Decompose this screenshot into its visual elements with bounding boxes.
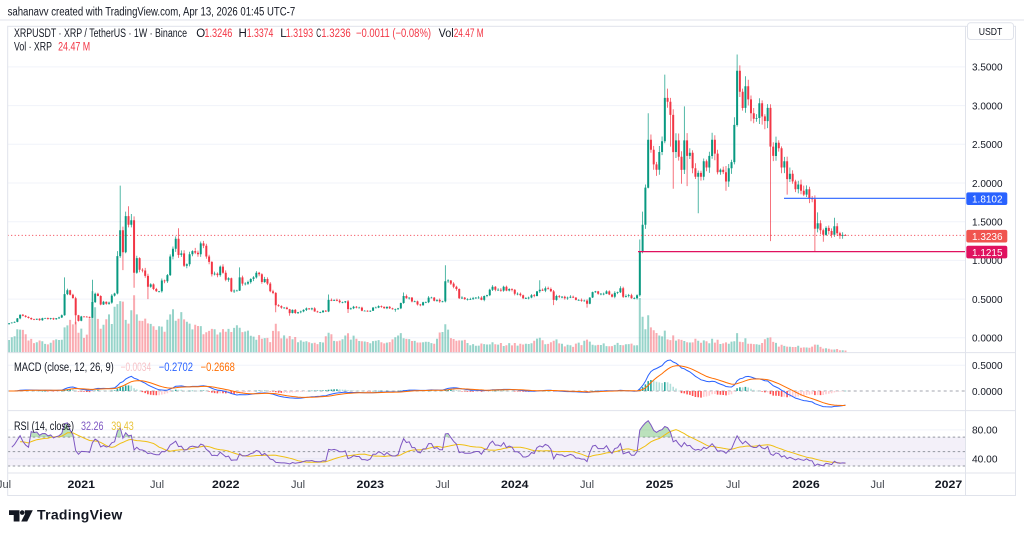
svg-text:L: L bbox=[280, 28, 287, 40]
svg-text:24.47 M: 24.47 M bbox=[58, 41, 90, 53]
svg-text:1.3236: 1.3236 bbox=[321, 28, 351, 40]
svg-text:USDT: USDT bbox=[979, 26, 1003, 38]
svg-text:1.5000: 1.5000 bbox=[972, 217, 1003, 229]
svg-text:2021: 2021 bbox=[68, 479, 96, 491]
svg-text:H: H bbox=[239, 28, 247, 40]
svg-text:2026: 2026 bbox=[792, 479, 820, 491]
svg-text:2024: 2024 bbox=[501, 479, 529, 491]
svg-text:2.0000: 2.0000 bbox=[972, 178, 1003, 190]
svg-text:−0.2668: −0.2668 bbox=[201, 362, 235, 374]
svg-text:2027: 2027 bbox=[935, 479, 963, 491]
svg-text:Vol: Vol bbox=[439, 28, 454, 40]
svg-text:C: C bbox=[316, 28, 321, 40]
svg-text:1.1215: 1.1215 bbox=[972, 247, 1003, 259]
svg-text:Jul: Jul bbox=[0, 479, 11, 491]
svg-text:0.5000: 0.5000 bbox=[972, 294, 1003, 306]
svg-text:RSI (14, close): RSI (14, close) bbox=[14, 421, 74, 433]
svg-text:2025: 2025 bbox=[646, 479, 674, 491]
svg-text:3.0000: 3.0000 bbox=[972, 100, 1003, 112]
svg-text:TradingView: TradingView bbox=[37, 507, 123, 523]
svg-text:Jul: Jul bbox=[726, 479, 740, 491]
svg-text:24.47 M: 24.47 M bbox=[454, 28, 484, 40]
svg-text:O: O bbox=[196, 28, 205, 40]
svg-text:39.43: 39.43 bbox=[111, 421, 134, 433]
svg-text:MACD (close, 12, 26, 9): MACD (close, 12, 26, 9) bbox=[14, 362, 114, 374]
svg-text:2023: 2023 bbox=[357, 479, 385, 491]
svg-text:Jul: Jul bbox=[150, 479, 164, 491]
svg-text:40.00: 40.00 bbox=[972, 454, 998, 466]
svg-text:Jul: Jul bbox=[435, 479, 449, 491]
svg-text:1.3236: 1.3236 bbox=[972, 231, 1003, 243]
svg-text:1.3246: 1.3246 bbox=[204, 28, 232, 40]
svg-text:32.26: 32.26 bbox=[81, 421, 104, 433]
svg-text:1.3193: 1.3193 bbox=[286, 28, 313, 40]
svg-text:80.00: 80.00 bbox=[972, 425, 998, 437]
svg-text:1.8102: 1.8102 bbox=[972, 194, 1003, 206]
svg-text:0.0000: 0.0000 bbox=[972, 386, 1003, 398]
svg-text:2022: 2022 bbox=[212, 479, 240, 491]
svg-text:−0.2702: −0.2702 bbox=[159, 362, 193, 374]
svg-text:sahanavv created with TradingV: sahanavv created with TradingView.com, A… bbox=[8, 7, 296, 19]
svg-text:2.5000: 2.5000 bbox=[972, 139, 1003, 151]
svg-text:0.0000: 0.0000 bbox=[972, 333, 1003, 345]
svg-text:1.3374: 1.3374 bbox=[247, 28, 274, 40]
svg-text:Jul: Jul bbox=[870, 479, 884, 491]
svg-text:Vol · XRP: Vol · XRP bbox=[14, 41, 52, 53]
svg-text:−0.0034: −0.0034 bbox=[121, 362, 152, 374]
svg-text:XRPUSDT · XRP / TetherUS · 1W: XRPUSDT · XRP / TetherUS · 1W · Binance bbox=[14, 28, 187, 40]
svg-text:Jul: Jul bbox=[580, 479, 594, 491]
svg-text:−0.0011 (−0.08%): −0.0011 (−0.08%) bbox=[356, 28, 431, 40]
svg-text:0.5000: 0.5000 bbox=[972, 360, 1003, 372]
svg-text:3.5000: 3.5000 bbox=[972, 62, 1003, 74]
svg-text:Jul: Jul bbox=[291, 479, 305, 491]
